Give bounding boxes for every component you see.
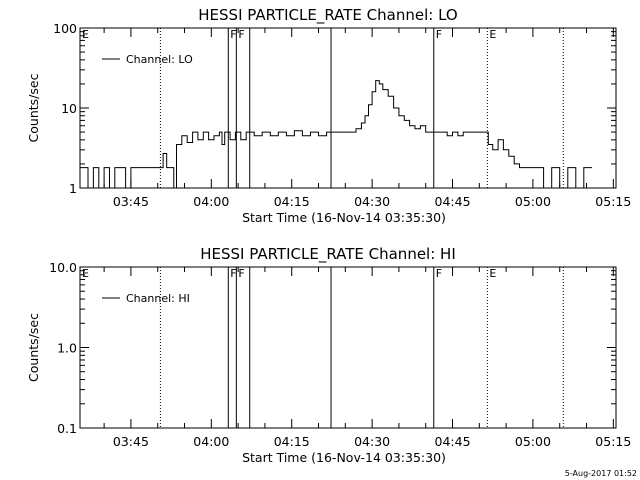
x-tick-label: 03:45 <box>113 434 149 449</box>
y-tick-label: 10 <box>61 101 77 116</box>
flag-label: F <box>436 28 442 41</box>
flag-label: F <box>230 267 236 280</box>
x-tick-label: 04:30 <box>354 434 390 449</box>
x-tick-label: 05:15 <box>595 194 631 209</box>
chart-panel-0: HESSI PARTICLE_RATE Channel: LO 1 10 100 Cou… <box>26 6 631 225</box>
y-tick-label: 1 <box>69 181 77 196</box>
flag-label: E <box>82 28 89 41</box>
x-tick-label: 04:00 <box>193 434 229 449</box>
x-axis-label: Start Time (16-Nov-14 03:35:30) <box>242 450 446 465</box>
series-line-0 <box>80 80 592 189</box>
chart-panel-1: HESSI PARTICLE_RATE Channel: HI 0.1 1.0 10.… <box>26 245 631 465</box>
flag-label: F <box>238 28 244 41</box>
y-tick-label: 10.0 <box>49 260 77 275</box>
flag-label: E <box>489 28 496 41</box>
legend-label: Channel: HI <box>126 292 190 305</box>
x-tick-label: 04:15 <box>274 194 310 209</box>
x-tick-label: 05:15 <box>595 434 631 449</box>
chart-title: HESSI PARTICLE_RATE Channel: HI <box>200 245 456 264</box>
flag-label: F <box>230 28 236 41</box>
y-tick-label: 0.1 <box>57 421 77 436</box>
x-tick-label: 03:45 <box>113 194 149 209</box>
x-tick-label: 04:45 <box>435 194 471 209</box>
x-tick-label: 05:00 <box>515 194 551 209</box>
y-axis-label: Counts/sec <box>26 313 41 382</box>
y-tick-label: 1.0 <box>57 341 77 356</box>
y-axis-label: Counts/sec <box>26 73 41 142</box>
flag-label: E <box>489 267 496 280</box>
flag-label: F <box>238 267 244 280</box>
x-tick-label: 04:45 <box>435 434 471 449</box>
chart-title: HESSI PARTICLE_RATE Channel: LO <box>198 6 457 25</box>
x-axis-label: Start Time (16-Nov-14 03:35:30) <box>242 210 446 225</box>
x-tick-label: 05:00 <box>515 434 551 449</box>
y-tick-label: 100 <box>53 21 77 36</box>
legend-label: Channel: LO <box>126 53 193 66</box>
plot-timestamp: 5-Aug-2017 01:52 <box>565 469 637 478</box>
x-tick-label: 04:00 <box>193 194 229 209</box>
x-tick-label: 04:15 <box>274 434 310 449</box>
flag-label: F <box>436 267 442 280</box>
x-tick-label: 04:30 <box>354 194 390 209</box>
flag-label: E <box>82 267 89 280</box>
